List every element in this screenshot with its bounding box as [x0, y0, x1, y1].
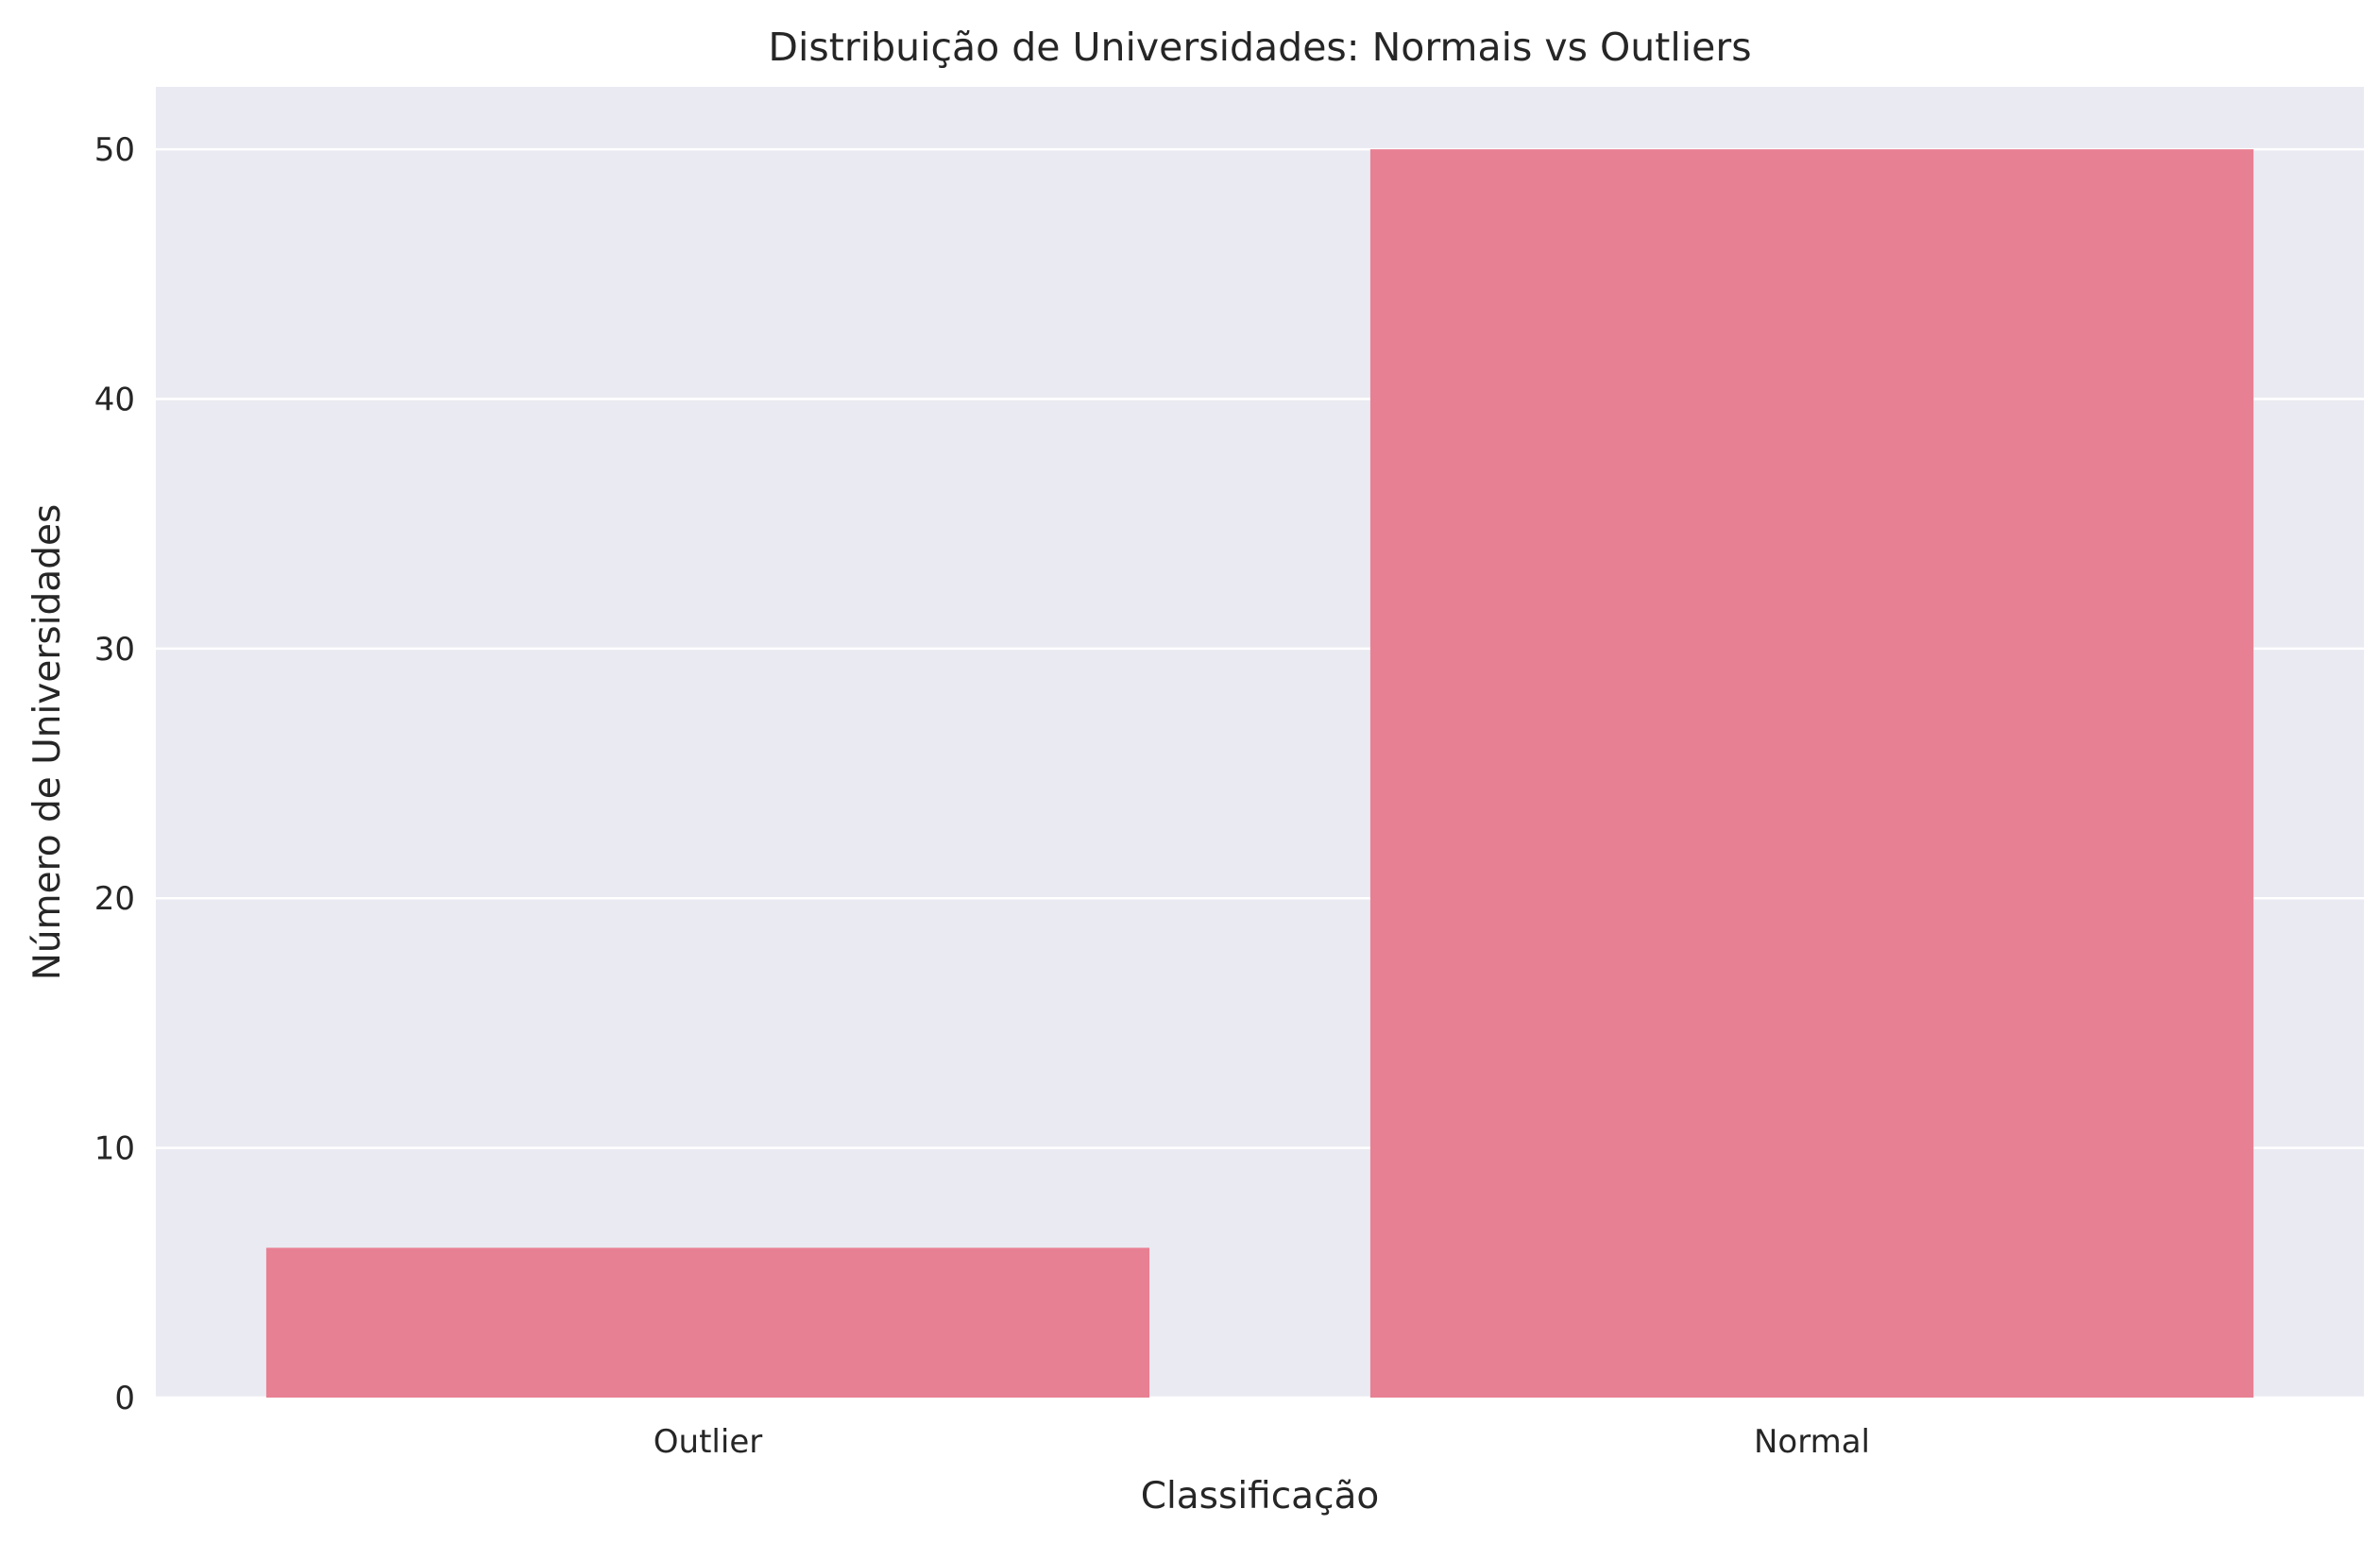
y-tick-label-20: 20 — [94, 880, 135, 918]
bar-outlier — [265, 1247, 1150, 1398]
y-tick-label-0: 0 — [114, 1380, 135, 1417]
bar-normal — [1369, 149, 2254, 1399]
x-tick-label-normal: Normal — [1754, 1423, 1870, 1461]
chart-title: Distribuição de Universidades: Normais v… — [768, 25, 1751, 70]
y-tick-label-30: 30 — [94, 631, 135, 669]
x-axis-label: Classificação — [1141, 1475, 1380, 1518]
x-tick-labels: Outlier Normal — [654, 1423, 1870, 1461]
y-axis-label: Número de Universidades — [26, 504, 69, 981]
y-tick-label-50: 50 — [94, 131, 135, 169]
y-tick-label-40: 40 — [94, 381, 135, 418]
y-tick-label-10: 10 — [94, 1130, 135, 1168]
x-tick-label-outlier: Outlier — [654, 1423, 762, 1461]
y-tick-labels: 0 10 20 30 40 50 — [94, 131, 135, 1417]
bars — [265, 149, 2254, 1399]
